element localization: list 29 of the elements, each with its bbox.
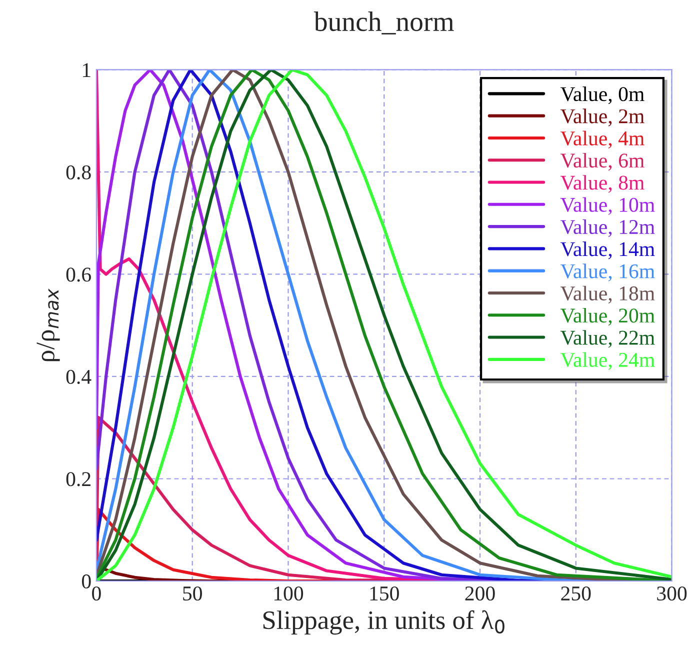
y-tick-label: 0.4 — [66, 370, 92, 384]
legend-label: Value, 8m — [560, 175, 644, 193]
y-tick-label: 0.6 — [66, 268, 91, 282]
legend-label: Value, 4m — [560, 130, 644, 148]
legend-label: Value, 10m — [560, 197, 655, 215]
legend-label: Value, 14m — [560, 242, 655, 260]
legend-label: Value, 16m — [560, 264, 655, 282]
legend-label: Value, 2m — [560, 108, 644, 126]
x-tick-label: 50 — [183, 586, 202, 601]
x-tick-label: 300 — [657, 586, 687, 601]
chart-title: bunch_norm — [314, 12, 454, 34]
y-tick-label: 0 — [82, 574, 91, 588]
y-tick-label: 0.2 — [66, 472, 90, 486]
x-tick-label: 0 — [92, 586, 101, 601]
legend-label: Value, 0m — [560, 86, 644, 104]
x-tick-label: 250 — [561, 586, 591, 601]
legend-label: Value, 24m — [560, 352, 655, 370]
x-axis-title: Slippage, in units of λ$_{0}$ — [263, 610, 504, 635]
y-axis-title: ρ/ρ$_{max}$ — [36, 288, 60, 362]
legend-label: Value, 18m — [560, 286, 655, 304]
x-tick-label: 200 — [465, 586, 495, 601]
x-tick-label: 150 — [370, 586, 399, 601]
legend-label: Value, 22m — [560, 330, 655, 348]
y-tick-label: 0.8 — [66, 165, 91, 180]
legend-label: Value, 20m — [560, 308, 655, 326]
x-tick-label: 100 — [274, 586, 304, 601]
legend-label: Value, 12m — [560, 219, 655, 238]
y-tick-label: 1 — [83, 63, 90, 77]
legend-label: Value, 6m — [560, 152, 644, 171]
